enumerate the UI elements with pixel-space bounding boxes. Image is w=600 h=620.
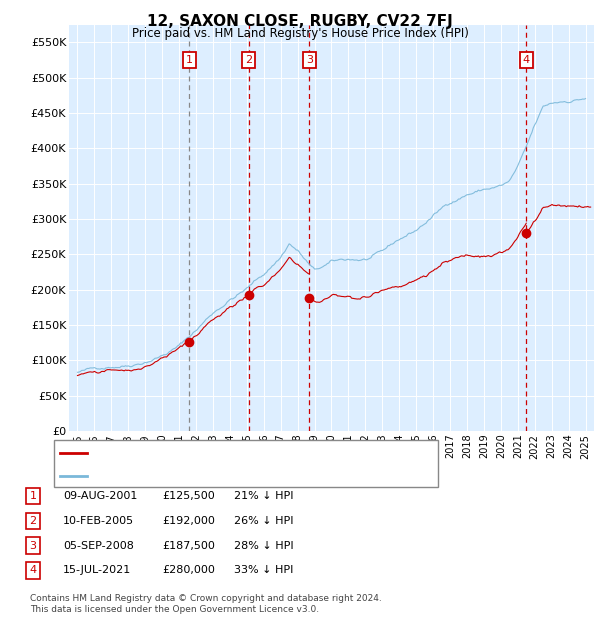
- Text: Contains HM Land Registry data © Crown copyright and database right 2024.: Contains HM Land Registry data © Crown c…: [30, 593, 382, 603]
- Text: £280,000: £280,000: [162, 565, 215, 575]
- Text: 10-FEB-2005: 10-FEB-2005: [63, 516, 134, 526]
- Text: £192,000: £192,000: [162, 516, 215, 526]
- Text: 15-JUL-2021: 15-JUL-2021: [63, 565, 131, 575]
- Text: HPI: Average price, detached house, Rugby: HPI: Average price, detached house, Rugb…: [93, 471, 330, 480]
- Text: 09-AUG-2001: 09-AUG-2001: [63, 491, 137, 501]
- Text: 12, SAXON CLOSE, RUGBY, CV22 7FJ: 12, SAXON CLOSE, RUGBY, CV22 7FJ: [147, 14, 453, 29]
- Text: 2: 2: [245, 55, 252, 65]
- Text: 28% ↓ HPI: 28% ↓ HPI: [234, 541, 293, 551]
- Text: £125,500: £125,500: [162, 491, 215, 501]
- Text: 1: 1: [29, 491, 37, 501]
- Text: 26% ↓ HPI: 26% ↓ HPI: [234, 516, 293, 526]
- Text: £187,500: £187,500: [162, 541, 215, 551]
- Text: 12, SAXON CLOSE, RUGBY, CV22 7FJ (detached house): 12, SAXON CLOSE, RUGBY, CV22 7FJ (detach…: [93, 448, 391, 458]
- Text: Price paid vs. HM Land Registry's House Price Index (HPI): Price paid vs. HM Land Registry's House …: [131, 27, 469, 40]
- Text: 3: 3: [306, 55, 313, 65]
- Text: 33% ↓ HPI: 33% ↓ HPI: [234, 565, 293, 575]
- Text: 2: 2: [29, 516, 37, 526]
- Text: 4: 4: [29, 565, 37, 575]
- Text: 4: 4: [523, 55, 530, 65]
- Text: This data is licensed under the Open Government Licence v3.0.: This data is licensed under the Open Gov…: [30, 604, 319, 614]
- Text: 3: 3: [29, 541, 37, 551]
- Text: 05-SEP-2008: 05-SEP-2008: [63, 541, 134, 551]
- Text: 21% ↓ HPI: 21% ↓ HPI: [234, 491, 293, 501]
- Text: 1: 1: [186, 55, 193, 65]
